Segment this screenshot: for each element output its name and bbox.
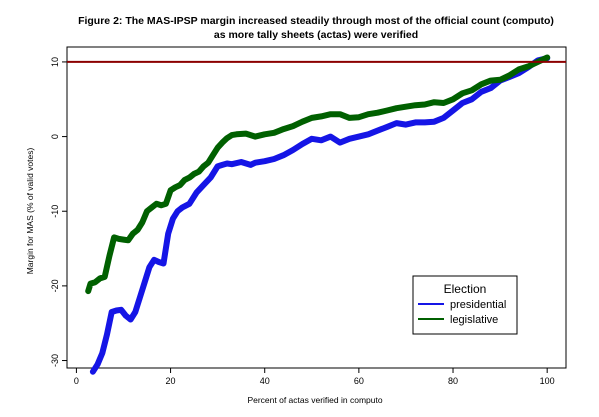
plot-frame [66,46,567,369]
y-tick-label: -20 [50,279,60,292]
x-tick-label: 40 [260,376,270,386]
legend-label-legislative: legislative [450,314,498,326]
chart-title-line2: as more tally sheets (actas) were verifi… [214,29,418,41]
x-axis-title: Percent of actas verified in computo [247,395,382,405]
legend-label-presidential: presidential [450,299,506,311]
series-line-legislative [85,54,551,295]
x-tick-label: 100 [540,376,555,386]
plot-area: 0 20 40 60 80 100 -30 -20 -10 0 10 [50,46,567,386]
legend-title: Election [444,282,487,296]
y-axis-title: Margin for MAS (% of valid votes) [25,148,35,275]
y-tick-label: 0 [50,134,60,139]
series-line-presidential [89,55,551,375]
y-tick-label: -30 [50,354,60,367]
x-tick-label: 60 [354,376,364,386]
y-tick-label: 10 [50,57,60,67]
chart-title-line1: Figure 2: The MAS-IPSP margin increased … [78,15,554,27]
x-tick-label: 0 [74,376,79,386]
legend: Election presidential legislative [412,275,518,335]
x-tick-label: 20 [166,376,176,386]
x-tick-label: 80 [448,376,458,386]
y-tick-label: -10 [50,205,60,218]
